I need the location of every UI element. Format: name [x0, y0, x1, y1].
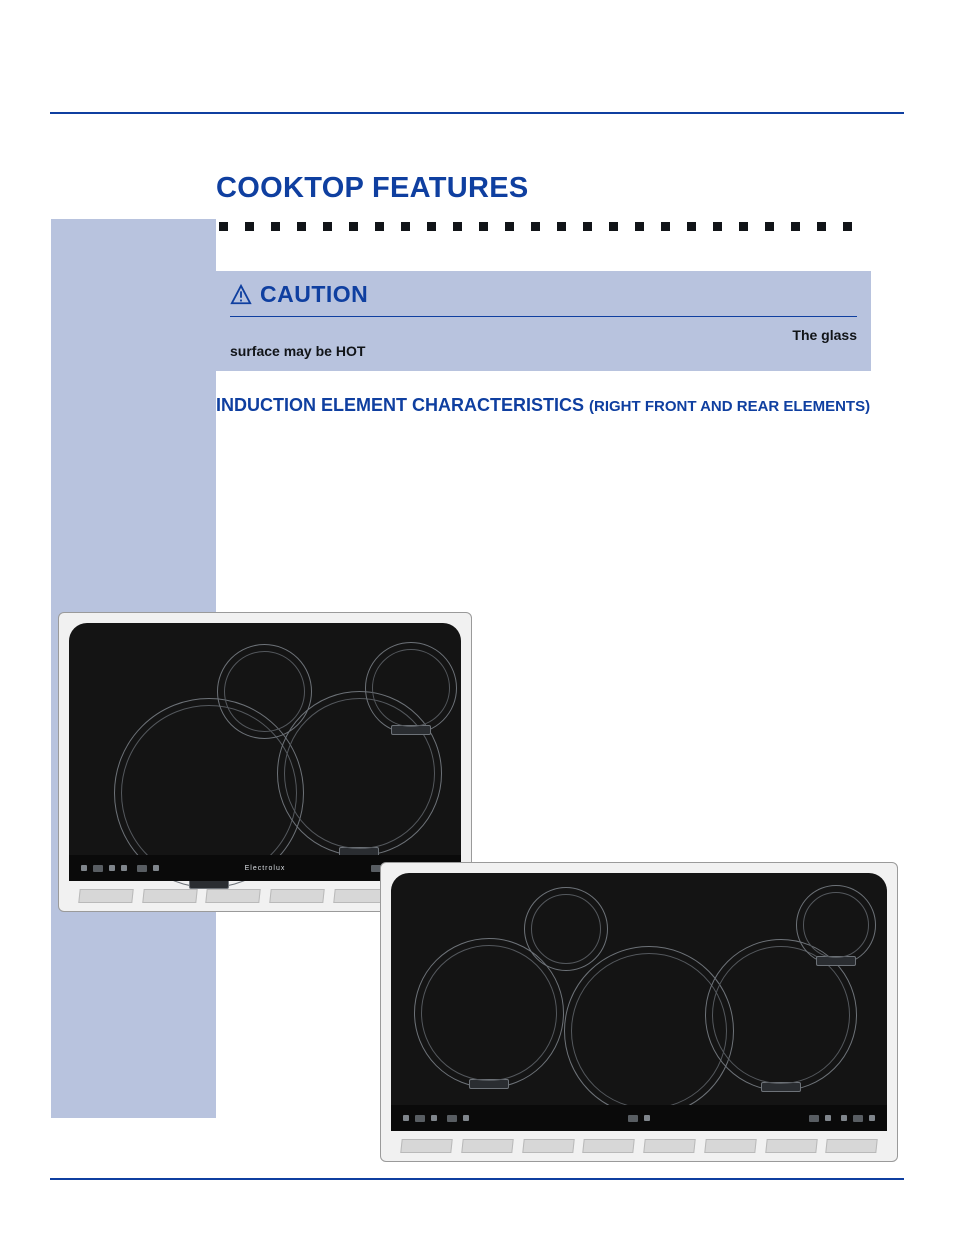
caution-text-right: The glass — [792, 327, 857, 343]
burner-ring — [365, 642, 457, 734]
page: COOKTOP FEATURES CAUTION The glass surfa… — [0, 0, 954, 1235]
bottom-divider — [50, 1178, 904, 1180]
section-sub-main: INDUCTION ELEMENT CHARACTERISTICS — [216, 395, 589, 415]
cooktop-glass — [391, 873, 887, 1105]
caution-body: The glass surface may be HOT — [230, 327, 857, 359]
section-sub-paren: (RIGHT FRONT AND REAR ELEMENTS) — [589, 398, 870, 415]
warning-icon — [230, 284, 252, 306]
cooktop-glass — [69, 623, 461, 855]
top-divider — [50, 112, 904, 114]
burner-ring — [796, 885, 876, 965]
page-title: COOKTOP FEATURES — [216, 172, 529, 205]
burner-ring — [524, 887, 608, 971]
section-subheading: INDUCTION ELEMENT CHARACTERISTICS (RIGHT… — [216, 395, 870, 416]
cooktop-illustration-36in — [380, 862, 898, 1162]
caution-label: CAUTION — [260, 281, 368, 308]
control-panel — [391, 1105, 887, 1131]
caution-header: CAUTION — [230, 281, 857, 317]
vent-row — [401, 1139, 877, 1153]
brand-label: Electrolux — [245, 865, 286, 872]
caution-text-line2: surface may be HOT — [230, 343, 365, 359]
caution-callout: CAUTION The glass surface may be HOT — [216, 271, 871, 371]
